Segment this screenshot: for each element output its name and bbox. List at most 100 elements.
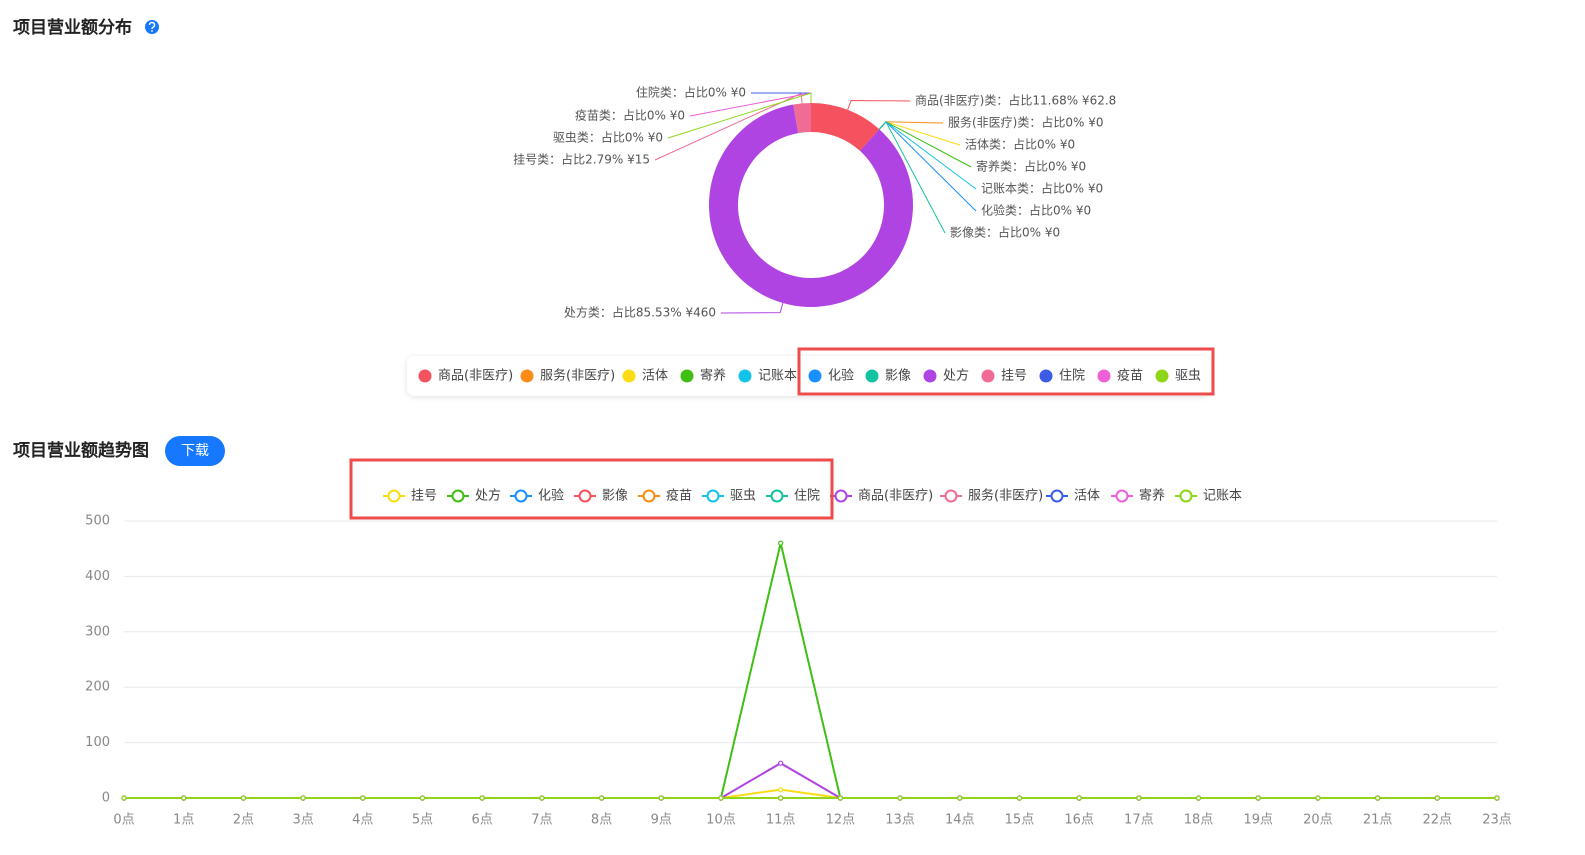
data-point <box>778 787 784 793</box>
x-tick-label: 4点 <box>352 813 373 828</box>
legend-marker <box>642 489 656 503</box>
data-point <box>1016 795 1023 801</box>
data-point <box>479 795 485 801</box>
data-point <box>1375 795 1381 801</box>
x-tick-label: 1点 <box>173 813 194 828</box>
donut-slice <box>709 104 913 307</box>
x-tick-label: 16点 <box>1064 813 1094 828</box>
x-tick-label: 21点 <box>1363 813 1393 828</box>
data-point <box>1255 795 1261 801</box>
leader-line <box>720 302 784 314</box>
x-tick-label: 10点 <box>706 813 736 828</box>
legend-label: 化验 <box>828 368 854 384</box>
legend-label: 影像 <box>602 489 628 504</box>
legend-marker <box>451 489 465 503</box>
legend-dot <box>738 369 752 383</box>
data-point <box>598 795 605 801</box>
legend-label: 活体 <box>1074 489 1100 504</box>
data-point <box>957 795 963 801</box>
x-tick-label: 9点 <box>651 813 672 828</box>
data-point <box>539 795 545 801</box>
data-point <box>1136 795 1142 801</box>
x-tick-label: 12点 <box>826 813 856 828</box>
y-tick-label: 0 <box>102 791 110 806</box>
legend-label: 影像 <box>885 369 911 384</box>
leader-line <box>847 99 911 110</box>
legend-label: 服务(非医疗) <box>540 368 615 384</box>
data-point <box>121 795 127 801</box>
legend-marker <box>834 489 848 503</box>
x-tick-label: 6点 <box>472 813 493 828</box>
legend-marker <box>770 489 784 503</box>
legend-marker <box>1115 489 1129 503</box>
legend-label: 处方 <box>475 488 501 504</box>
legend-dot <box>418 369 432 383</box>
data-point <box>837 795 843 801</box>
slice-label: 服务(非医疗)类：占比0% ¥0 <box>948 115 1104 130</box>
data-point <box>1076 795 1082 801</box>
legend-label: 挂号 <box>411 489 437 504</box>
data-point <box>300 795 306 801</box>
legend-label: 挂号 <box>1001 369 1027 384</box>
legend-label: 商品(非医疗) <box>438 369 513 384</box>
data-point <box>419 795 426 801</box>
legend-dot <box>865 369 879 383</box>
x-tick-label: 23点 <box>1482 813 1512 828</box>
y-tick-label: 100 <box>85 735 110 750</box>
slice-label: 疫苗类：占比0% ¥0 <box>575 108 685 123</box>
slice-label: 处方类：占比85.53% ¥460 <box>564 305 716 320</box>
x-tick-label: 8点 <box>591 813 612 828</box>
data-point <box>778 795 784 801</box>
x-tick-label: 0点 <box>113 813 134 828</box>
legend-dot <box>680 369 694 383</box>
legend-label: 服务(非医疗) <box>968 488 1043 504</box>
x-tick-label: 19点 <box>1243 813 1273 828</box>
data-point <box>1494 795 1500 801</box>
legend-dot <box>1039 369 1053 383</box>
data-point <box>360 795 366 801</box>
line-chart: 0 100 200 300 400 500 0点 1点 2点 3点 4点 5点 6点 7点 8点 9点 10点 1… <box>85 488 1512 828</box>
y-tick-label: 300 <box>85 624 110 639</box>
donut-slice <box>811 103 880 151</box>
highlight-box <box>349 458 834 520</box>
data-point <box>1195 795 1202 801</box>
donut-chart: 商品(非医疗)类：占比11.68% ¥62.8 服务(非医疗)类：占比0% ¥0 活… <box>418 85 1201 384</box>
leader-line <box>667 92 812 139</box>
slice-label: 商品(非医疗)类：占比11.68% ¥62.8 <box>915 93 1116 108</box>
legend-label: 驱虫 <box>730 489 756 504</box>
y-tick-label: 200 <box>85 680 110 695</box>
y-tick-label: 400 <box>85 569 110 584</box>
legend-dot <box>622 369 636 383</box>
legend-label: 活体 <box>642 369 668 384</box>
legend-label: 住院 <box>1059 369 1085 384</box>
series-line <box>124 762 1497 799</box>
button-label[interactable]: 下载 <box>181 443 209 459</box>
help-icon[interactable] <box>145 20 159 34</box>
data-point <box>778 760 784 766</box>
legend-marker <box>578 489 592 503</box>
download-button[interactable]: 下载 <box>165 436 225 466</box>
legend-dot <box>1097 369 1111 383</box>
series-line <box>124 788 1497 799</box>
legend-label: 记账本 <box>758 369 797 384</box>
slice-label: 挂号类：占比2.79% ¥15 <box>513 152 650 167</box>
slice-label: 活体类：占比0% ¥0 <box>965 137 1075 152</box>
legend-label: 寄养 <box>1139 488 1165 504</box>
data-point <box>181 795 187 801</box>
x-tick-label: 14点 <box>945 813 975 828</box>
legend-marker <box>387 489 401 503</box>
data-point <box>897 795 903 801</box>
legend-label: 驱虫 <box>1175 369 1201 384</box>
legend-label: 疫苗 <box>666 488 692 504</box>
section-title: 项目营业额趋势图 <box>13 440 149 461</box>
x-tick-label: 22点 <box>1423 813 1453 828</box>
slice-label: 驱虫类：占比0% ¥0 <box>553 130 663 145</box>
legend-dot <box>981 369 995 383</box>
slice-label: 记账本类：占比0% ¥0 <box>981 181 1103 196</box>
legend-label: 寄养 <box>700 368 726 384</box>
x-tick-label: 15点 <box>1005 813 1035 828</box>
x-tick-label: 20点 <box>1303 813 1333 828</box>
legend-label: 化验 <box>538 488 564 504</box>
x-tick-label: 17点 <box>1124 813 1154 828</box>
